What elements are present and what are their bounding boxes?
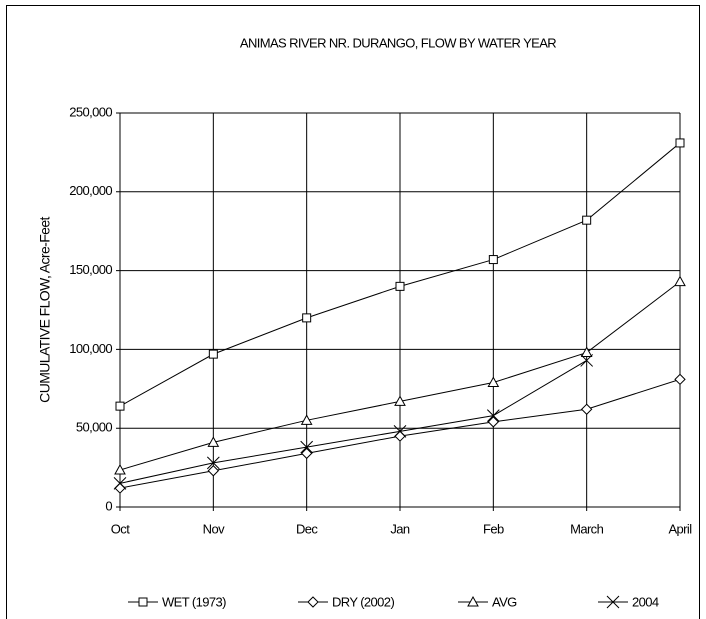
data-point <box>394 430 406 442</box>
x-tick-label: Nov <box>203 521 225 536</box>
y-tick-label: 50,000 <box>76 420 113 435</box>
y-tick-label: 200,000 <box>69 183 112 198</box>
x-tick-label: Oct <box>111 521 130 536</box>
data-point <box>488 255 498 265</box>
data-point <box>675 138 685 148</box>
y-tick-label: 100,000 <box>69 341 112 356</box>
y-tick-label: 0 <box>105 498 112 513</box>
y-tick-label: 150,000 <box>69 262 112 277</box>
data-point <box>580 346 593 358</box>
data-point <box>580 354 594 367</box>
data-point <box>582 215 592 225</box>
data-point <box>394 395 406 406</box>
data-point <box>115 401 125 411</box>
data-point <box>302 313 312 323</box>
y-axis-label: CUMULATIVE FLOW, Acre-Feet <box>37 216 53 402</box>
data-point <box>113 477 127 490</box>
data-point <box>487 416 500 428</box>
data-point <box>395 281 405 291</box>
data-point <box>300 447 313 460</box>
series-line <box>119 360 587 484</box>
data-point <box>207 436 220 447</box>
data-point <box>487 376 500 387</box>
x-tick-label: March <box>570 521 603 536</box>
x-tick-label: Feb <box>483 521 504 536</box>
x-tick-label: April <box>668 521 692 536</box>
data-point <box>674 275 686 287</box>
legend-label: AVG <box>492 594 517 609</box>
legend-marker <box>138 597 148 607</box>
legend-marker <box>307 596 319 608</box>
data-point <box>300 440 314 454</box>
data-point <box>208 349 218 359</box>
data-point <box>114 463 126 475</box>
data-point <box>674 373 686 386</box>
x-tick-label: Dec <box>296 521 318 536</box>
data-point <box>300 414 313 425</box>
chart-frame <box>6 5 700 619</box>
legend-marker <box>467 595 479 607</box>
legend-label: WET (1973) <box>162 594 226 609</box>
data-point <box>393 424 407 438</box>
data-point <box>114 482 126 494</box>
legend-marker <box>606 595 620 609</box>
legend-label: DRY (2002) <box>332 594 394 609</box>
data-point <box>580 403 593 415</box>
x-tick-label: Jan <box>390 521 410 536</box>
legend-label: 2004 <box>632 594 659 609</box>
y-tick-label: 250,000 <box>69 104 112 119</box>
data-point <box>206 456 220 470</box>
data-point <box>207 465 220 477</box>
chart-title: ANIMAS RIVER NR. DURANGO, FLOW BY WATER … <box>240 35 556 50</box>
data-point <box>486 409 500 422</box>
